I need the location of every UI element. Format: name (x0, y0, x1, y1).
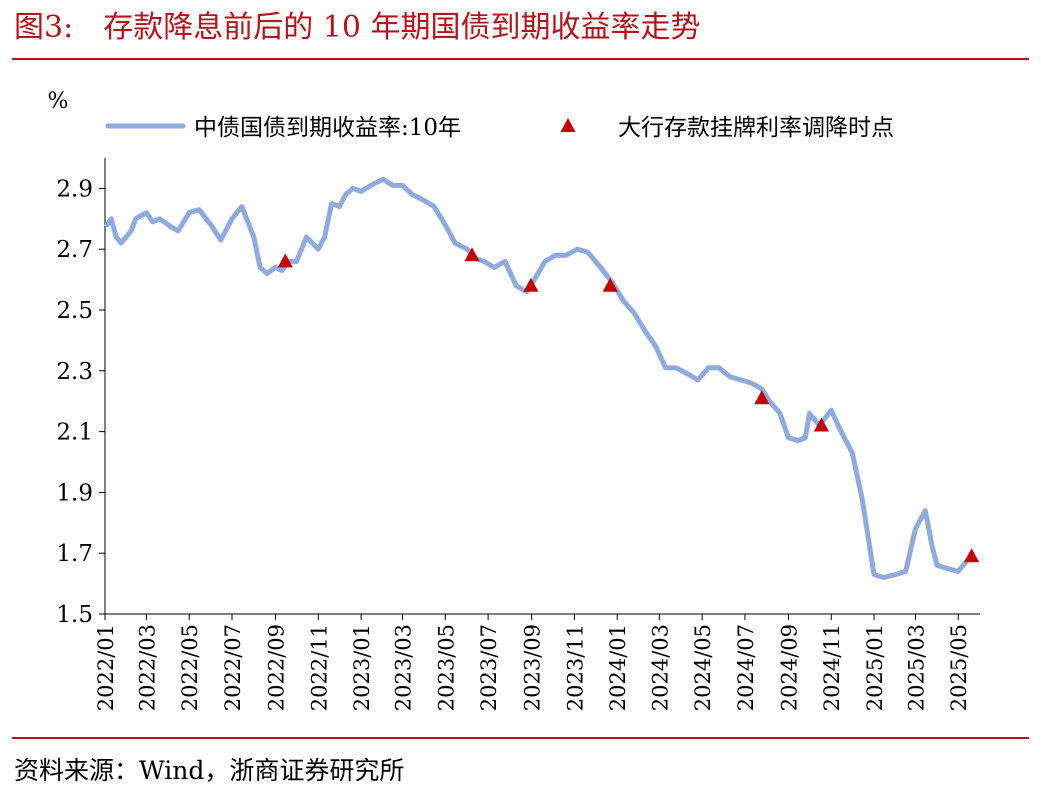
legend-marker-label: 大行存款挂牌利率调降时点 (618, 115, 894, 141)
top-divider (12, 58, 1029, 60)
x-tick-label: 2024/01 (606, 624, 630, 711)
x-tick-label: 2023/11 (563, 624, 587, 711)
x-tick-label: 2023/09 (521, 624, 545, 711)
rate-cut-marker (523, 277, 539, 292)
x-tick-label: 2023/03 (392, 624, 416, 711)
x-tick-label: 2025/05 (947, 624, 971, 711)
x-tick-label: 2022/01 (94, 624, 118, 711)
rate-cut-marker (602, 277, 618, 292)
y-tick-label: 2.1 (56, 420, 93, 446)
y-tick-label: 2.3 (56, 359, 93, 385)
x-tick-label: 2023/07 (477, 624, 501, 711)
x-tick-label: 2024/09 (777, 624, 801, 711)
x-tick-label: 2022/05 (178, 624, 202, 711)
x-tick-label: 2024/11 (820, 624, 844, 711)
x-tick-label: 2022/09 (265, 624, 289, 711)
chart-series (104, 176, 971, 580)
x-tick-label: 2023/05 (434, 624, 458, 711)
legend-marker-swatch (560, 118, 576, 132)
y-tick-label: 1.9 (56, 480, 93, 506)
chart-axes: 1.5 1.7 1.9 2.1 2.3 2.5 2.7 2.9% 2022/01 2022/03 2… (48, 89, 980, 711)
x-tick-label: 2023/01 (350, 624, 374, 711)
x-tick-label: 2022/07 (221, 624, 245, 711)
rate-cut-marker (277, 253, 293, 268)
x-tick-label: 2022/03 (135, 624, 159, 711)
y-tick-label: 1.5 (56, 602, 93, 628)
figure-label: 图3: (14, 10, 74, 45)
rate-cut-marker (754, 390, 770, 405)
x-tick-label: 2024/03 (648, 624, 672, 711)
rate-cut-marker (464, 247, 480, 262)
y-tick-label: 2.5 (56, 298, 93, 324)
y-tick-label: 1.7 (56, 541, 93, 567)
x-tick-label: 2024/07 (734, 624, 758, 711)
x-tick-label: 2022/11 (307, 624, 331, 711)
y-tick-label: 2.9 (56, 176, 93, 202)
y-axis-unit: % (48, 89, 69, 114)
rate-cut-marker (813, 417, 829, 432)
bottom-divider (12, 737, 1029, 739)
y-tick-label: 2.7 (56, 237, 93, 263)
legend-series-label: 中债国债到期收益率:10年 (194, 115, 461, 141)
yield-line-10y (104, 176, 971, 580)
x-tick-label: 2025/03 (904, 624, 928, 711)
x-tick-label: 2025/01 (863, 624, 887, 711)
rate-cut-marker (964, 548, 980, 563)
x-tick-label: 2024/05 (691, 624, 715, 711)
chart-legend: 中债国债到期收益率:10年 大行存款挂牌利率调降时点 (105, 115, 894, 141)
source-note: 资料来源：Wind，浙商证券研究所 (14, 756, 405, 785)
figure-title: 图3: 存款降息前后的 10 年期国债到期收益率走势 (14, 6, 700, 50)
chart-markers (277, 247, 980, 563)
figure-title-text: 存款降息前后的 10 年期国债到期收益率走势 (103, 10, 701, 45)
